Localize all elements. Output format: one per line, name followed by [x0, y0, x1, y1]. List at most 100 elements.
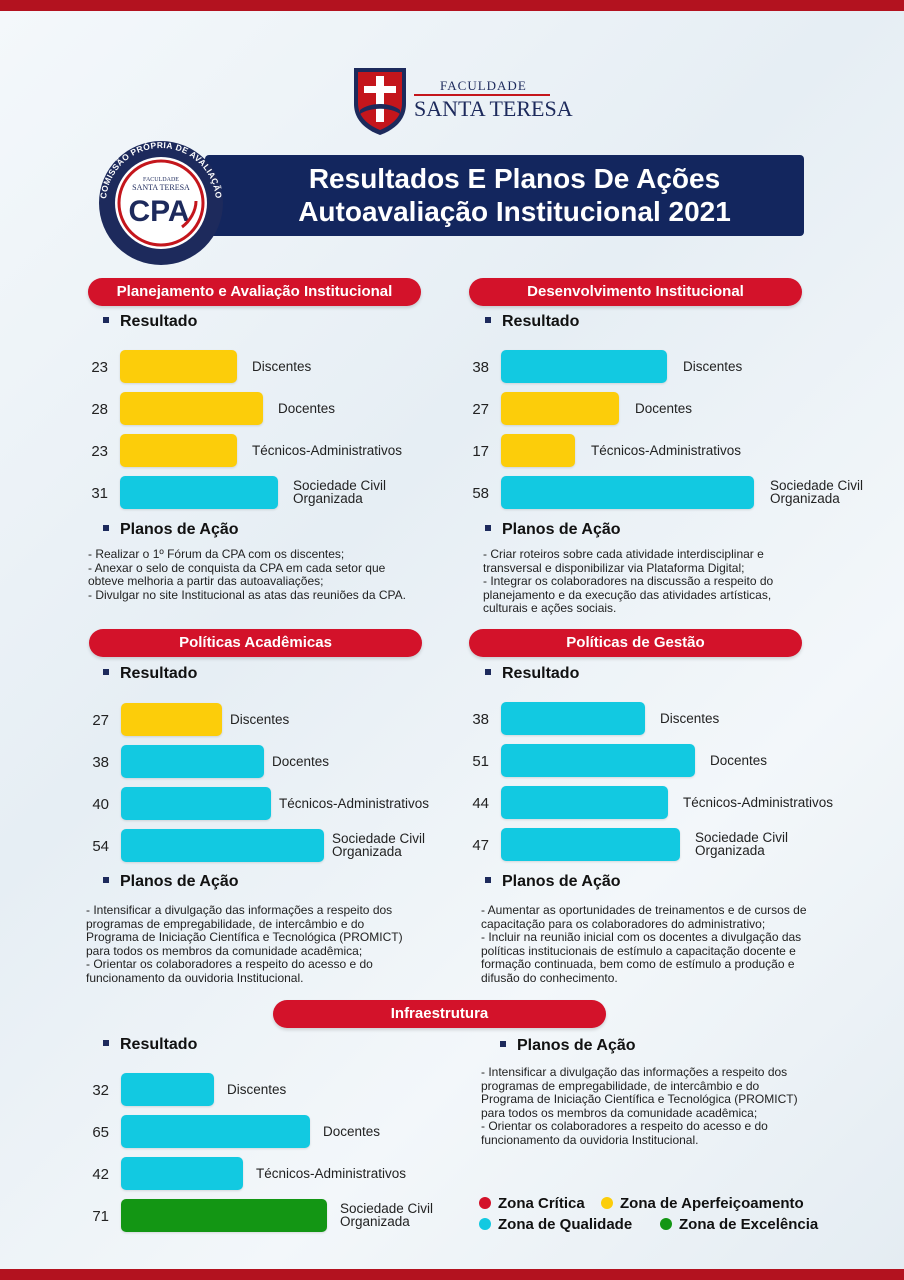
badge-cpa-text: CPA: [128, 195, 189, 228]
result-label-line2: Organizada: [293, 491, 363, 506]
result-label: Sociedade Civil Organizada: [293, 478, 387, 506]
bullet-icon: [500, 1040, 506, 1047]
action-plan-line: para todos os membros da comunidade acad…: [481, 1105, 758, 1120]
result-label: Sociedade Civil Organizada: [332, 831, 426, 859]
action-plan-text: - Aumentar as oportunidades de treinamen…: [481, 903, 856, 985]
legend-item: Zona de Qualidade: [479, 1216, 632, 1233]
action-plan-line: capacitação para os colaboradores do adm…: [481, 916, 766, 931]
result-bar: [501, 476, 754, 509]
result-value: 31: [91, 485, 108, 502]
badge-small-text: FACULDADE: [143, 177, 179, 183]
legend-label: Zona de Excelência: [679, 1216, 819, 1233]
result-bar: [121, 745, 264, 778]
action-plan-text: - Realizar o 1º Fórum da CPA com os disc…: [88, 547, 458, 602]
result-bar: [501, 786, 668, 819]
legend-label: Zona de Qualidade: [498, 1216, 633, 1233]
result-value: 23: [91, 359, 108, 376]
section-title-pill: Políticas de Gestão: [469, 629, 802, 657]
result-label-line2: Organizada: [340, 1214, 410, 1229]
result-label: Técnicos-Administrativos: [683, 795, 834, 810]
action-plan-line: formação continuada, bem como de estímul…: [481, 957, 795, 971]
legend-dot-icon: [660, 1218, 672, 1231]
action-plan-line: - Intensificar a divulgação das informaç…: [86, 903, 393, 917]
legend-item: Zona Crítica: [479, 1195, 585, 1212]
result-bar: [501, 828, 680, 861]
resultado-heading-text: Resultado: [502, 665, 580, 682]
action-plan-line: culturais e ações sociais.: [483, 601, 617, 615]
result-label: Docentes: [635, 401, 693, 416]
result-value: 28: [91, 401, 108, 418]
result-label-line1: Sociedade Civil: [293, 478, 387, 493]
action-plan-text: - Intensificar a divulgação das informaç…: [86, 903, 456, 985]
result-label-line2: Organizada: [770, 491, 840, 506]
result-bar: [120, 476, 278, 509]
action-plan-line: - Criar roteiros sobre cada atividade in…: [483, 547, 764, 561]
planos-heading: Planos de Ação: [485, 873, 621, 891]
result-label: Técnicos-Administrativos: [279, 796, 430, 811]
bullet-icon: [485, 668, 491, 675]
badge-name-text: SANTA TERESA: [132, 183, 190, 192]
result-label-line2: Organizada: [695, 843, 765, 858]
result-label-line2: Organizada: [332, 844, 402, 859]
result-value: 47: [472, 837, 489, 854]
planos-heading-text: Planos de Ação: [517, 1037, 636, 1054]
result-value: 27: [92, 712, 109, 729]
legend-label: Zona de Aperfeiçoamento: [620, 1195, 804, 1212]
planos-heading-text: Planos de Ação: [120, 521, 239, 538]
action-plan-line: - Orientar os colaboradores a respeito d…: [86, 957, 373, 971]
result-value: 38: [92, 754, 109, 771]
result-bar: [121, 703, 222, 736]
legend-dot-icon: [479, 1218, 491, 1231]
faculdade-logo: FACULDADE SANTA TERESA: [350, 66, 573, 138]
result-bar: [121, 1073, 214, 1106]
action-plan-line: planejamento e da execução das atividade…: [483, 587, 772, 602]
resultado-heading-text: Resultado: [120, 313, 198, 330]
action-plan-line: transversal e disponibilizar via Platafo…: [483, 560, 745, 575]
result-label: Discentes: [227, 1082, 287, 1097]
result-label: Técnicos-Administrativos: [252, 443, 403, 458]
planos-heading: Planos de Ação: [485, 521, 621, 539]
section-title-pill: Planejamento e Avaliação Institucional: [88, 278, 421, 306]
action-plan-line: - Anexar o selo de conquista da CPA em c…: [88, 560, 386, 575]
action-plan-line: - Orientar os colaboradores a respeito d…: [481, 1119, 768, 1133]
legend-item: Zona de Excelência: [660, 1216, 818, 1233]
result-value: 38: [472, 711, 489, 728]
section-title-pill: Desenvolvimento Institucional: [469, 278, 802, 306]
action-plan-line: - Integrar os colaboradores na discussão…: [483, 574, 774, 588]
header-banner: Resultados E Planos De Ações Autoavaliaç…: [205, 155, 804, 236]
result-label: Técnicos-Administrativos: [256, 1166, 407, 1181]
result-value: 65: [92, 1124, 109, 1141]
planos-heading: Planos de Ação: [103, 873, 239, 891]
result-label: Discentes: [660, 711, 720, 726]
result-value: 23: [91, 443, 108, 460]
action-plan-line: obteve melhoria a partir das autoavaliaç…: [88, 574, 324, 588]
result-label: Discentes: [252, 359, 312, 374]
result-bar: [121, 787, 271, 820]
result-value: 17: [472, 443, 489, 460]
result-bar: [121, 1115, 310, 1148]
result-label: Sociedade Civil Organizada: [695, 831, 788, 858]
legend-dot-icon: [479, 1197, 491, 1210]
result-label-line1: Sociedade Civil: [332, 831, 426, 846]
action-plan-line: - Aumentar as oportunidades de treinamen…: [481, 903, 807, 917]
section-title-pill: Políticas Acadêmicas: [89, 629, 422, 657]
result-label-line1: Sociedade Civil: [770, 478, 864, 493]
resultado-heading-text: Resultado: [502, 313, 580, 330]
result-label: Discentes: [683, 359, 743, 374]
result-value: 40: [92, 796, 109, 813]
action-plan-line: - Divulgar no site Institucional as atas…: [88, 587, 406, 602]
shield-logo-icon: [354, 68, 406, 135]
bullet-icon: [103, 668, 109, 675]
top-accent-bar: [0, 0, 904, 11]
action-plan-line: - Intensificar a divulgação das informaç…: [481, 1065, 788, 1079]
resultado-heading: Resultado: [485, 313, 579, 331]
action-plan-line: programas de empregabilidade, de intercâ…: [86, 916, 365, 931]
logo-divider: [414, 94, 550, 96]
result-value: 71: [92, 1208, 109, 1225]
result-label: Docentes: [710, 753, 768, 768]
result-value: 54: [92, 838, 109, 855]
bullet-icon: [103, 316, 109, 323]
result-label: Sociedade Civil Organizada: [340, 1202, 433, 1229]
bullet-icon: [485, 316, 491, 323]
resultado-heading: Resultado: [485, 665, 579, 683]
